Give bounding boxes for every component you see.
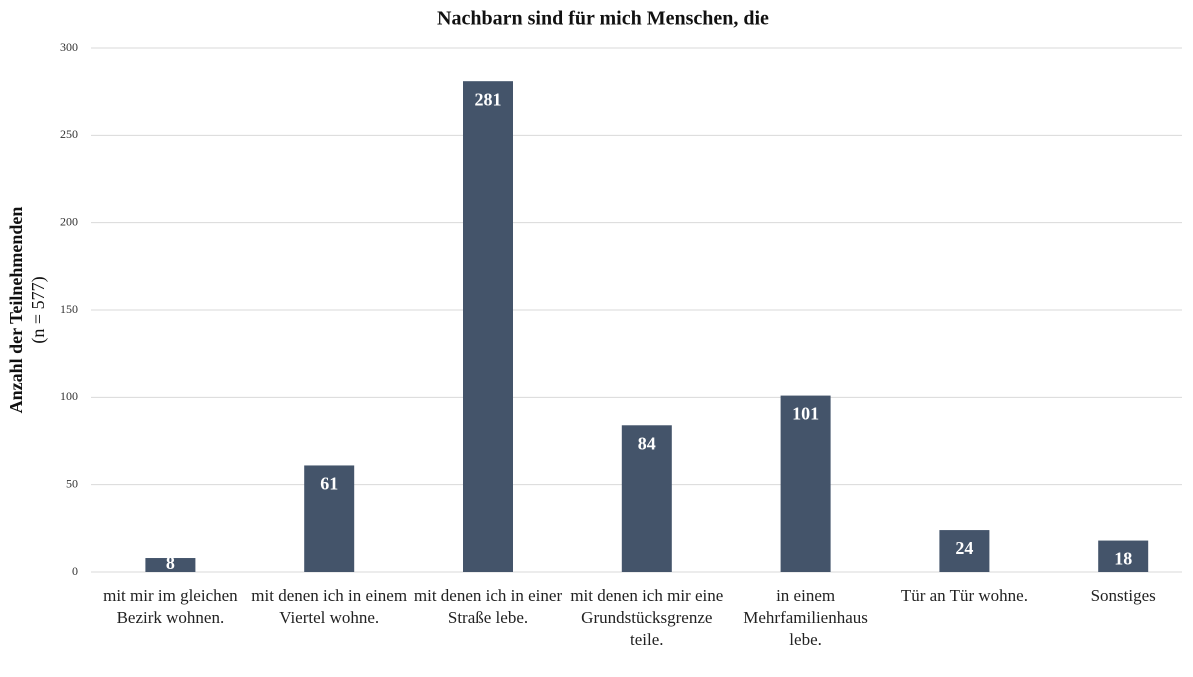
bar [621, 425, 672, 572]
chart-title: Nachbarn sind für mich Menschen, die [437, 8, 769, 30]
data-label: 18 [1114, 549, 1132, 569]
x-tick-label: in einem Mehrfamilienhaus lebe. [743, 586, 868, 649]
x-tick-label: mit denen ich in einer Straße lebe. [413, 586, 563, 627]
data-label: 8 [166, 553, 175, 573]
x-tick-label: mit mir im gleichen Bezirk wohnen. [103, 586, 238, 627]
x-tick-label: Sonstiges [1090, 586, 1156, 605]
y-axis-title: Anzahl der Teilnehmenden [6, 207, 26, 414]
data-label: 61 [320, 474, 338, 494]
y-tick-label: 50 [66, 476, 78, 490]
y-tick-label: 150 [60, 302, 78, 316]
y-tick-label: 0 [72, 564, 78, 578]
bar [304, 465, 355, 572]
data-label: 101 [792, 404, 819, 424]
y-tick-label: 200 [60, 214, 78, 228]
x-tick-label: mit denen ich in einem Viertel wohne. [251, 586, 408, 627]
bar [939, 530, 990, 572]
x-tick-label: Tür an Tür wohne. [900, 586, 1028, 605]
y-tick-label: 300 [60, 40, 78, 54]
y-axis-subtitle: (n = 577) [28, 276, 49, 343]
bar [780, 395, 831, 572]
y-tick-label: 250 [60, 127, 78, 141]
data-label: 84 [638, 433, 656, 453]
data-label: 281 [475, 89, 502, 109]
x-tick-label: mit denen ich mir eine Grundstücksgrenze… [570, 586, 724, 649]
bar [1098, 540, 1149, 572]
bar [145, 558, 196, 572]
y-tick-label: 100 [60, 389, 78, 403]
bar [463, 81, 513, 572]
data-label: 24 [955, 538, 973, 558]
